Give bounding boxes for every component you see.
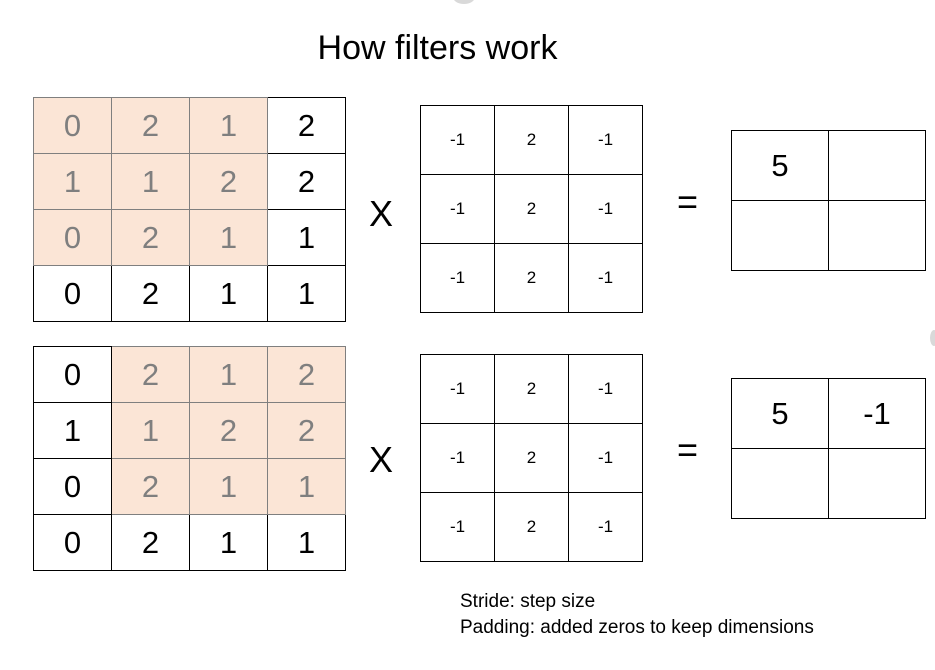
- input-cell: 1: [267, 209, 346, 266]
- output-cell: -1: [828, 378, 926, 449]
- input-cell: 1: [111, 402, 190, 459]
- filter-cell: 2: [494, 354, 569, 424]
- filter-cell: 2: [494, 423, 569, 493]
- multiply-operator-1: X: [369, 193, 394, 234]
- input-cell: 1: [33, 402, 112, 459]
- output-cell: [828, 130, 926, 201]
- input-cell: 2: [189, 402, 268, 459]
- input-cell: 2: [111, 346, 190, 403]
- filter-cell: -1: [420, 105, 495, 175]
- output-cell: [828, 200, 926, 271]
- input-cell: 0: [33, 97, 112, 154]
- filter-cell: -1: [420, 354, 495, 424]
- output-row: [731, 448, 926, 519]
- input-cell: 1: [267, 458, 346, 515]
- filter-cell: 2: [494, 105, 569, 175]
- input-cell: 0: [33, 458, 112, 515]
- input-cell: 1: [267, 265, 346, 322]
- input-cell: 2: [111, 265, 190, 322]
- output-matrix-1: 5: [731, 130, 926, 271]
- filter-cell: -1: [420, 243, 495, 313]
- input-cell: 2: [267, 402, 346, 459]
- filter-row: -1 2 -1: [420, 243, 643, 313]
- filter-cell: 2: [494, 174, 569, 244]
- equals-sign-1: =: [677, 181, 699, 222]
- filter-cell: -1: [420, 174, 495, 244]
- input-cell: 2: [111, 458, 190, 515]
- equals-sign-2: =: [677, 429, 699, 470]
- filter-cell: -1: [568, 105, 643, 175]
- output-cell: [731, 200, 829, 271]
- filter-cell: -1: [420, 423, 495, 493]
- output-row: 5 -1: [731, 378, 926, 449]
- input-cell: 1: [189, 346, 268, 403]
- input-cell: 0: [33, 265, 112, 322]
- filter-matrix-2: -1 2 -1 -1 2 -1 -1 2 -1: [420, 354, 643, 562]
- filter-cell: -1: [568, 492, 643, 562]
- input-cell: 2: [267, 97, 346, 154]
- filter-row: -1 2 -1: [420, 354, 643, 424]
- filter-cell: -1: [568, 174, 643, 244]
- input-cell: 1: [189, 209, 268, 266]
- multiply-operator-2: X: [369, 439, 394, 480]
- output-matrix-2: 5 -1: [731, 378, 926, 519]
- filter-cell: -1: [568, 354, 643, 424]
- input-cell: 1: [33, 153, 112, 210]
- partial-shape-right: [930, 330, 935, 346]
- input-cell: 0: [33, 209, 112, 266]
- input-cell: 1: [189, 97, 268, 154]
- filter-cell: 2: [494, 492, 569, 562]
- filter-row: -1 2 -1: [420, 174, 643, 244]
- output-row: 5: [731, 130, 926, 201]
- filter-cell: -1: [568, 243, 643, 313]
- filter-matrix-1: -1 2 -1 -1 2 -1 -1 2 -1: [420, 105, 643, 313]
- filter-cell: -1: [420, 492, 495, 562]
- input-cell: 0: [33, 514, 112, 571]
- padding-note: Padding: added zeros to keep dimensions: [460, 617, 814, 638]
- input-cell: 1: [111, 153, 190, 210]
- input-cell: 1: [189, 458, 268, 515]
- filter-row: -1 2 -1: [420, 423, 643, 493]
- input-cell: 2: [111, 209, 190, 266]
- filter-row: -1 2 -1: [420, 492, 643, 562]
- input-cell: 2: [111, 514, 190, 571]
- input-cell: 2: [111, 97, 190, 154]
- notes: Stride: step size Padding: added zeros t…: [460, 589, 814, 641]
- input-cell: 1: [189, 514, 268, 571]
- input-cell: 2: [267, 346, 346, 403]
- output-cell: 5: [731, 130, 829, 201]
- output-cell: [731, 448, 829, 519]
- input-cell: 0: [33, 346, 112, 403]
- filter-cell: 2: [494, 243, 569, 313]
- filter-cell: -1: [568, 423, 643, 493]
- input-cell: 1: [189, 265, 268, 322]
- partial-shape-top: [453, 0, 475, 4]
- output-cell: 5: [731, 378, 829, 449]
- stride-note: Stride: step size: [460, 591, 596, 612]
- input-cell: 2: [267, 153, 346, 210]
- page-title: How filters work: [317, 29, 558, 67]
- input-cell: 1: [267, 514, 346, 571]
- filter-row: -1 2 -1: [420, 105, 643, 175]
- input-cell: 2: [189, 153, 268, 210]
- output-row: [731, 200, 926, 271]
- output-cell: [828, 448, 926, 519]
